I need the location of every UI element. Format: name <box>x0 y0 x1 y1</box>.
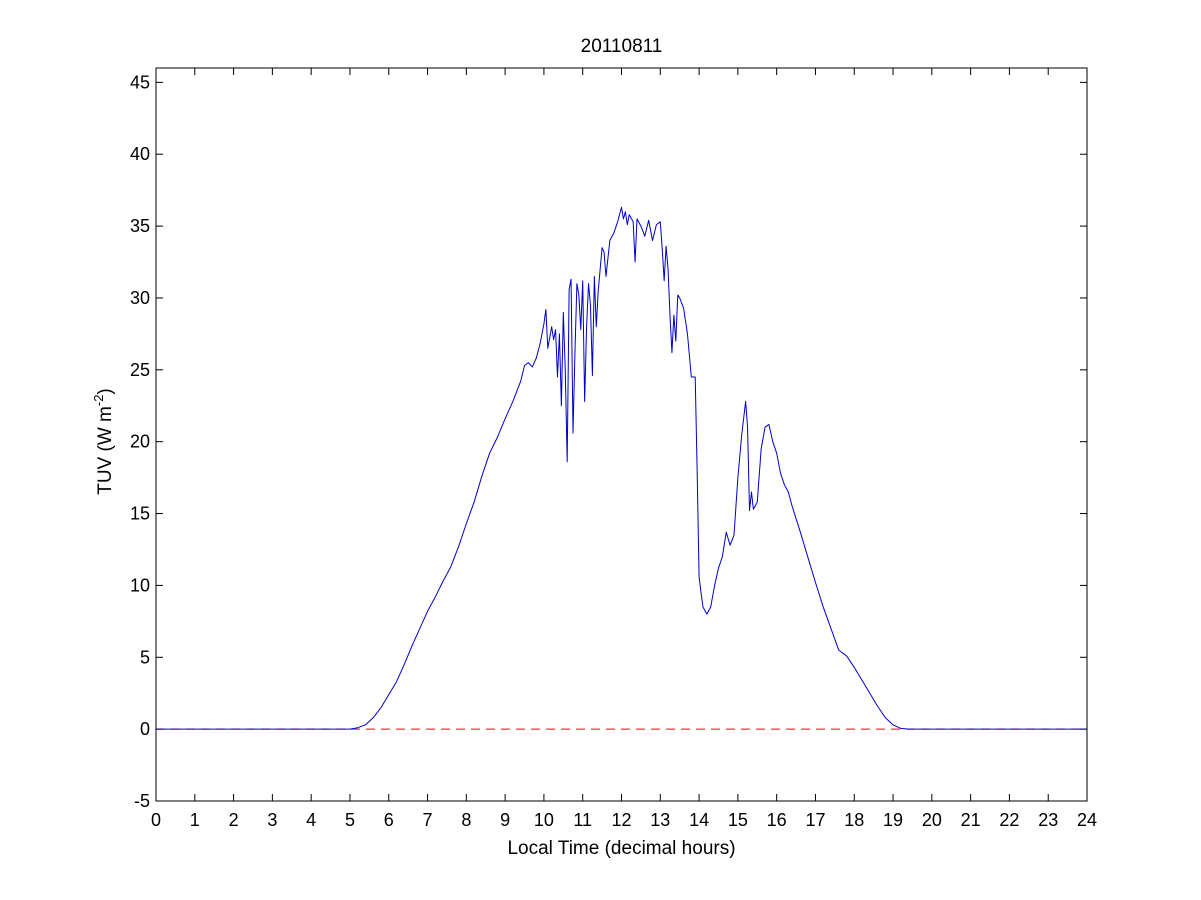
x-tick-label: 16 <box>767 810 787 830</box>
x-tick-label: 13 <box>650 810 670 830</box>
x-tick-label: 4 <box>306 810 316 830</box>
y-tick-label: 35 <box>130 216 150 236</box>
y-tick-label: 5 <box>140 647 150 667</box>
y-tick-label: 25 <box>130 360 150 380</box>
x-tick-label: 18 <box>844 810 864 830</box>
x-tick-label: 10 <box>534 810 554 830</box>
x-tick-label: 15 <box>728 810 748 830</box>
x-tick-label: 2 <box>229 810 239 830</box>
x-tick-label: 7 <box>423 810 433 830</box>
chart-title: 20110811 <box>581 36 663 57</box>
y-tick-label: 30 <box>130 288 150 308</box>
x-tick-label: 20 <box>922 810 942 830</box>
tuv-series-line <box>156 206 1087 730</box>
x-tick-label: 9 <box>500 810 510 830</box>
x-tick-label: 17 <box>805 810 825 830</box>
x-tick-label: 24 <box>1077 810 1097 830</box>
x-tick-label: 22 <box>999 810 1019 830</box>
x-tick-label: 6 <box>384 810 394 830</box>
x-tick-label: 14 <box>689 810 709 830</box>
x-tick-label: 8 <box>461 810 471 830</box>
x-tick-label: 21 <box>961 810 981 830</box>
y-tick-label: 0 <box>140 719 150 739</box>
y-axis-title-exponent: -2 <box>91 395 106 407</box>
y-tick-label: -5 <box>134 791 150 811</box>
data-layer <box>156 206 1087 730</box>
x-tick-label: 3 <box>267 810 277 830</box>
y-axis-title: TUV (W m-2) <box>91 388 116 495</box>
y-tick-label: 10 <box>130 575 150 595</box>
x-tick-label: 23 <box>1038 810 1058 830</box>
y-tick-label: 15 <box>130 504 150 524</box>
x-tick-label: 11 <box>573 810 592 830</box>
y-axis-title-main: TUV (W m <box>95 406 116 495</box>
x-tick-label: 1 <box>190 810 200 830</box>
x-tick-label: 0 <box>151 810 161 830</box>
y-tick-label: 20 <box>130 432 150 452</box>
plot-frame <box>155 67 1088 802</box>
x-tick-label: 12 <box>611 810 631 830</box>
y-tick-label: 40 <box>130 144 150 164</box>
y-axis-title-close: ) <box>95 388 116 394</box>
x-axis-title: Local Time (decimal hours) <box>507 838 735 859</box>
tick-layer: 0 1 2 3 4 5 6 7 8 9 10 11 12 13 14 15 16 17 18 19 20 21 22 23 24… <box>130 68 1097 830</box>
x-tick-label: 19 <box>883 810 903 830</box>
x-tick-label: 5 <box>345 810 355 830</box>
y-tick-label: 45 <box>130 72 150 92</box>
